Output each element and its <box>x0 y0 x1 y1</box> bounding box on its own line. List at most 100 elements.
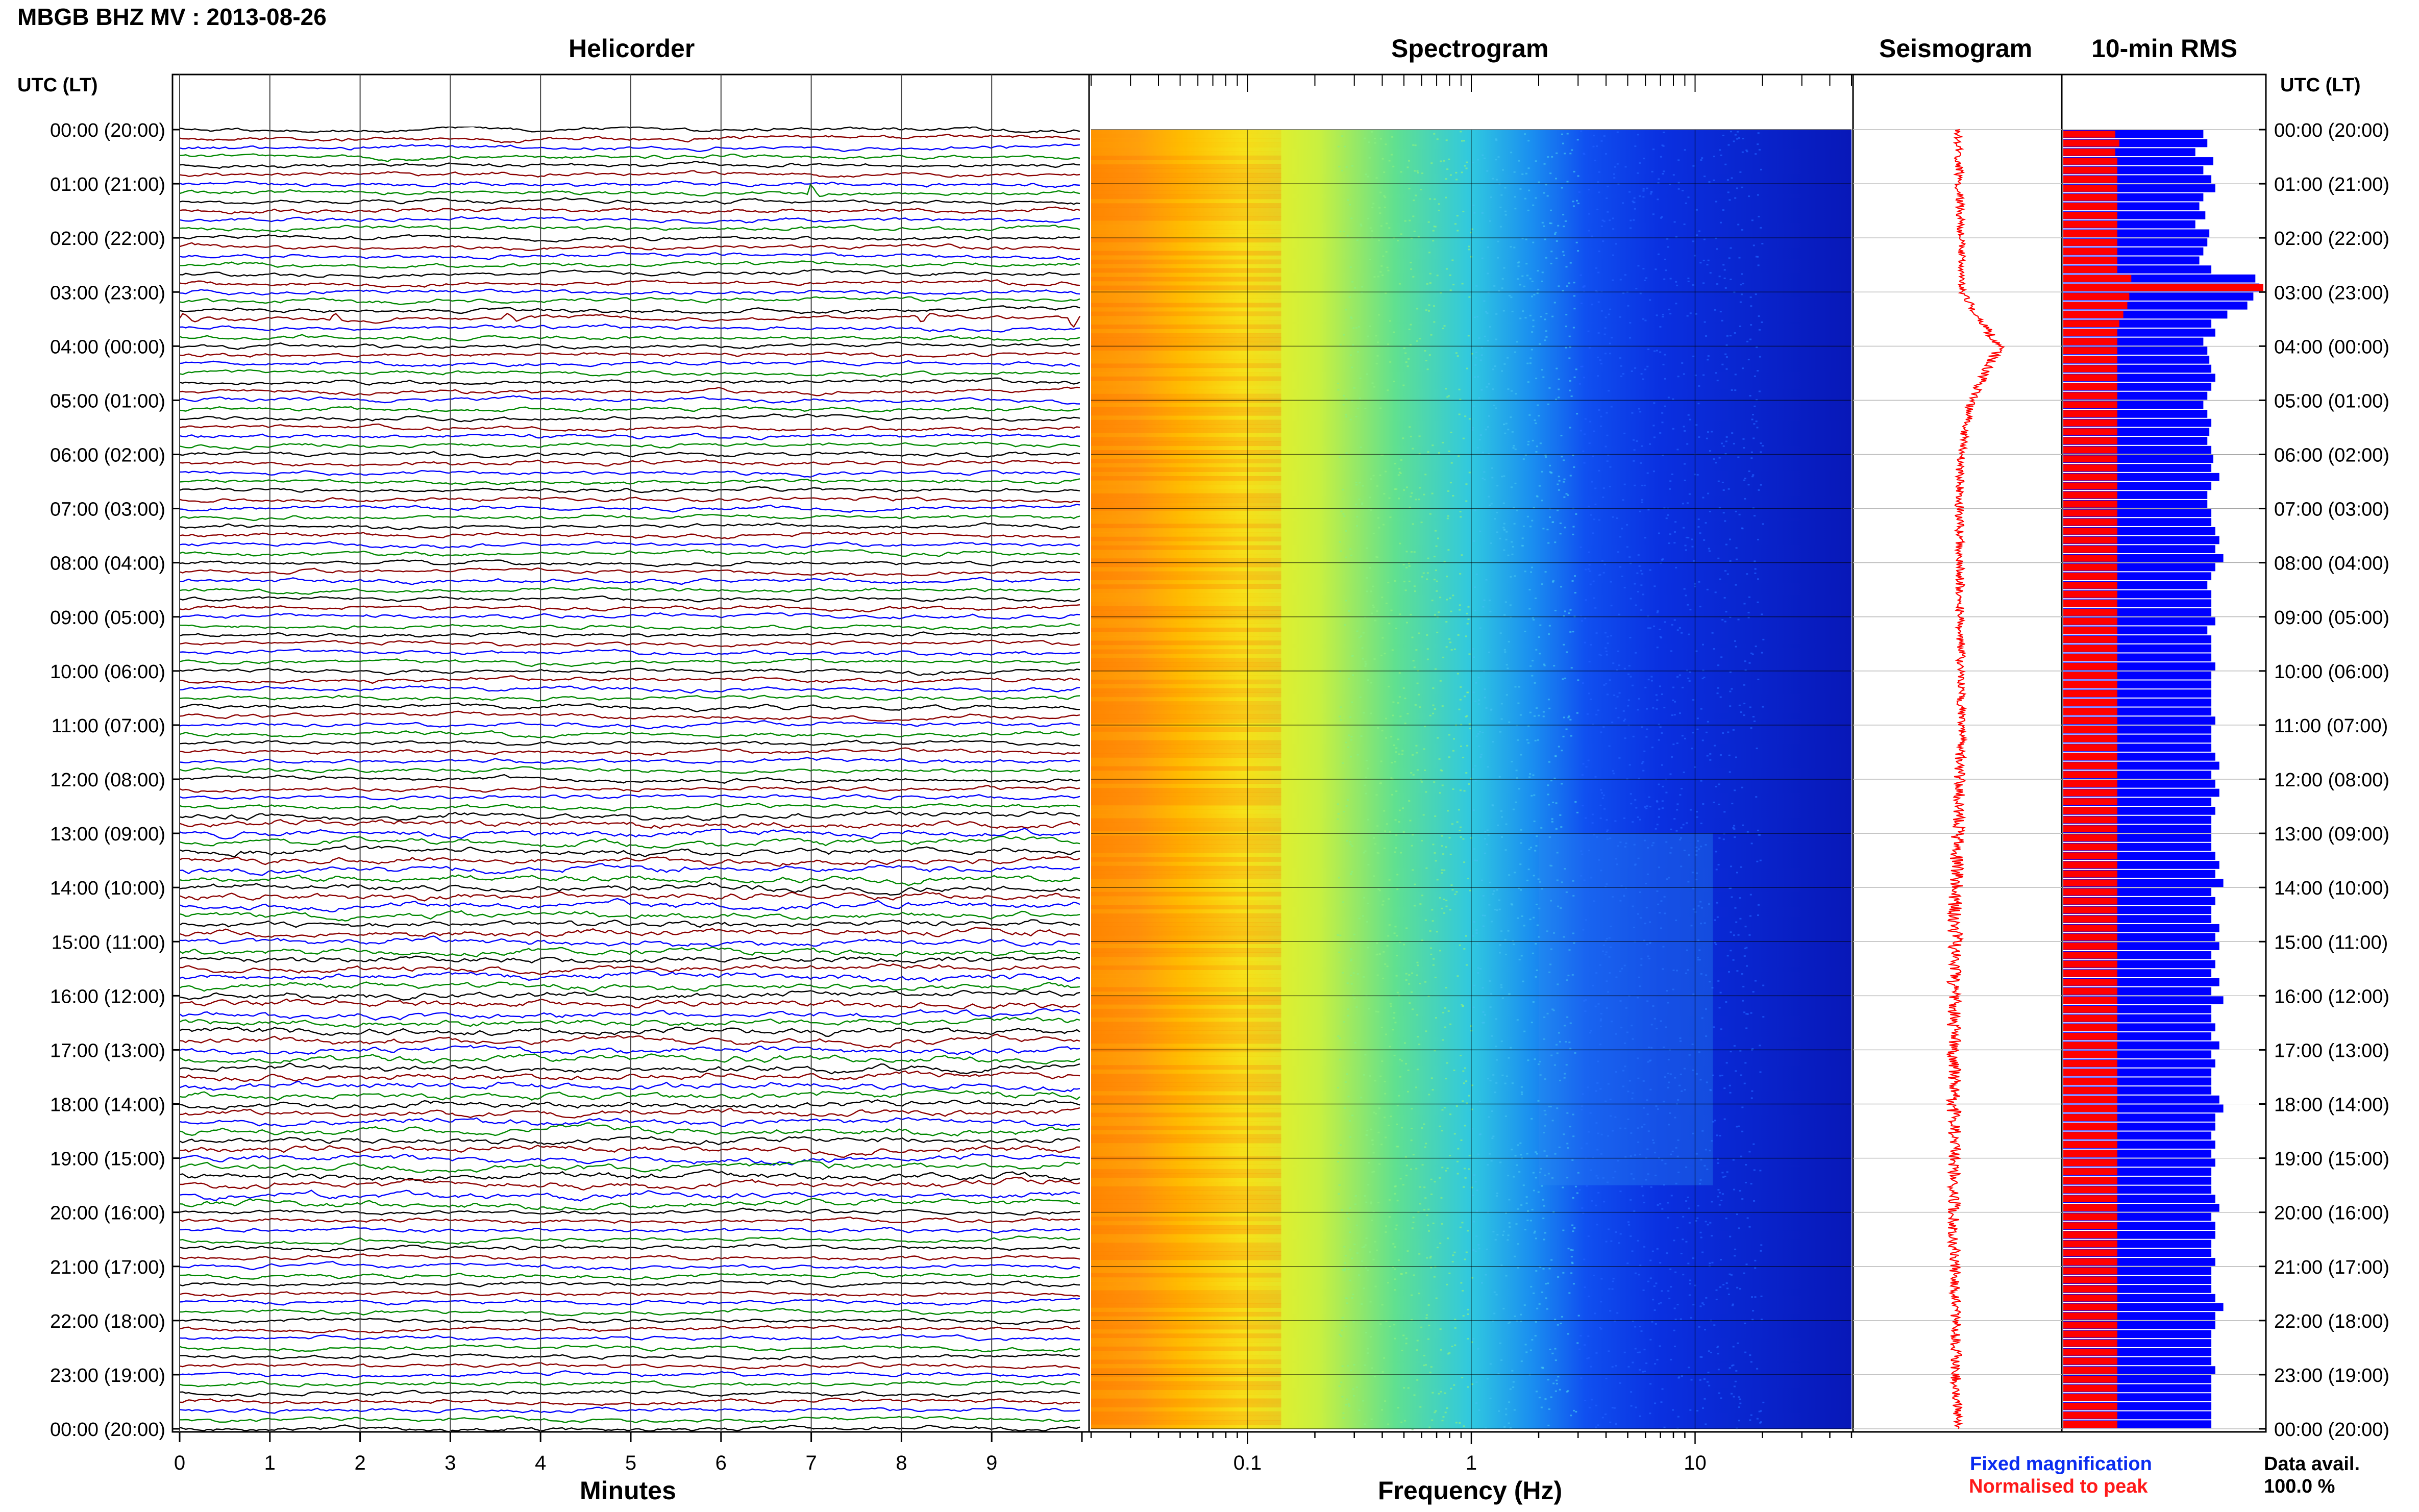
spectrogram-speckle <box>1420 522 1423 524</box>
spectrogram-speckle <box>1589 583 1592 585</box>
spectrogram-speckle <box>1757 132 1760 134</box>
spectrogram-speckle <box>1679 1084 1681 1086</box>
spectrogram-speckle <box>1689 1283 1692 1285</box>
rms-normalised-bar <box>2063 1258 2117 1266</box>
spectrogram-speckle <box>1620 885 1623 887</box>
spectrogram-speckle <box>1670 1358 1672 1360</box>
spectrogram-speckle <box>1612 1280 1614 1282</box>
spectrogram-speckle <box>1630 1173 1633 1175</box>
time-label-right: 01:00 (21:00) <box>2274 174 2389 195</box>
spectrogram-speckle <box>1434 1411 1436 1414</box>
spectrogram-speckle <box>1373 276 1376 278</box>
spectrogram-speckle <box>1434 530 1437 532</box>
spectrogram-speckle <box>1623 432 1626 434</box>
spectrogram-speckle <box>1638 976 1640 978</box>
spectrogram-speckle <box>1433 781 1436 783</box>
spectrogram-speckle <box>1367 1348 1369 1350</box>
spectrogram-speckle <box>1524 1229 1526 1231</box>
rms-normalised-bar <box>2063 428 2117 436</box>
spectrogram-speckle <box>1715 851 1717 853</box>
spectrogram-speckle <box>1633 927 1635 929</box>
spectrogram-speckle <box>1637 1240 1639 1242</box>
spectrogram-speckle <box>1460 1282 1463 1284</box>
spectrogram-speckle <box>1531 519 1534 522</box>
spectrogram-speckle <box>1657 903 1660 905</box>
spectrogram-speckle <box>1385 1136 1387 1138</box>
spectrogram-speckle <box>1370 509 1372 511</box>
rms-normalised-bar <box>2063 203 2117 210</box>
helicorder-trace <box>179 386 1080 396</box>
spectrogram-speckle <box>1745 150 1748 152</box>
spectrogram-speckle <box>1436 631 1439 633</box>
spectrogram-speckle <box>1488 651 1490 653</box>
spectrogram-speckle <box>1561 783 1563 785</box>
spectrogram-speckle <box>1483 599 1486 601</box>
spectrogram-speckle <box>1407 1387 1410 1389</box>
spectrogram-speckle <box>1402 831 1405 833</box>
spectrogram-speckle <box>1752 507 1755 509</box>
rms-normalised-bar <box>2063 978 2117 986</box>
spectrogram-speckle <box>1369 497 1371 499</box>
time-label-right: 15:00 (11:00) <box>2274 932 2388 953</box>
spectrogram-row-texture <box>1091 922 1281 927</box>
spectrogram-speckle <box>1751 1319 1754 1321</box>
spectrogram-speckle <box>1646 1099 1648 1101</box>
spectrogram-speckle <box>1507 667 1509 670</box>
spectrogram-speckle <box>1533 619 1535 621</box>
spectrogram-speckle <box>1647 955 1649 957</box>
spectrogram-row-texture <box>1091 242 1281 247</box>
spectrogram-row-texture <box>1091 1160 1281 1165</box>
spectrogram-speckle <box>1494 1092 1496 1094</box>
spectrogram-speckle <box>1391 136 1394 138</box>
spectrogram-speckle <box>1465 1251 1468 1253</box>
spectrogram-speckle <box>1568 357 1571 359</box>
spectrogram-speckle <box>1685 972 1687 974</box>
helicorder-trace <box>179 1033 1080 1049</box>
spectrogram-speckle <box>1732 1346 1735 1348</box>
spectrogram-speckle <box>1718 1192 1721 1194</box>
spectrogram-speckle <box>1625 842 1627 845</box>
spectrogram-speckle <box>1512 447 1515 449</box>
spectrogram-speckle <box>1399 715 1402 717</box>
spectrogram-speckle <box>1724 163 1727 165</box>
spectrogram-speckle <box>1638 408 1640 410</box>
spectrogram-speckle <box>1649 299 1651 301</box>
spectrogram-speckle <box>1596 1082 1599 1084</box>
spectrogram-speckle <box>1385 292 1387 294</box>
spectrogram-speckle <box>1760 1250 1762 1252</box>
spectrogram-speckle <box>1672 398 1674 400</box>
spectrogram-speckle <box>1526 275 1529 277</box>
spectrogram-speckle <box>1369 1301 1372 1303</box>
rms-normalised-bar <box>2063 582 2117 589</box>
helicorder-trace <box>179 541 1080 549</box>
spectrogram-speckle <box>1705 522 1707 524</box>
spectrogram-speckle <box>1343 1021 1346 1023</box>
helicorder-trace <box>179 649 1080 656</box>
spectrogram-speckle <box>1730 1051 1732 1053</box>
spectrogram-speckle <box>1535 1391 1538 1393</box>
spectrogram-speckle <box>1653 1152 1656 1154</box>
spectrogram-speckle <box>1690 1317 1692 1319</box>
spectrogram-speckle <box>1627 1090 1630 1093</box>
spectrogram-speckle <box>1363 1246 1366 1248</box>
spectrogram-speckle <box>1603 333 1606 335</box>
spectrogram-speckle <box>1754 375 1756 377</box>
time-label-left: 06:00 (02:00) <box>50 445 165 466</box>
spectrogram-speckle <box>1621 968 1623 970</box>
spectrogram-speckle <box>1568 335 1571 337</box>
spectrogram-speckle <box>1463 861 1466 863</box>
spectrogram-speckle <box>1686 502 1689 504</box>
rms-normalised-bar <box>2063 970 2117 977</box>
spectrogram-speckle <box>1436 580 1438 582</box>
spectrogram-speckle <box>1489 1397 1492 1399</box>
spectrogram-speckle <box>1527 209 1529 211</box>
spectrogram-speckle <box>1725 1001 1727 1003</box>
spectrogram-speckle <box>1361 647 1364 649</box>
spectrogram-speckle <box>1474 780 1477 782</box>
spectrogram-speckle <box>1397 702 1399 704</box>
spectrogram-speckle <box>1489 980 1491 982</box>
spectrogram-speckle <box>1544 1283 1547 1285</box>
rms-normalised-bar <box>2063 1069 2117 1076</box>
spectrogram-speckle <box>1716 283 1719 285</box>
spectrogram-speckle <box>1391 794 1394 796</box>
